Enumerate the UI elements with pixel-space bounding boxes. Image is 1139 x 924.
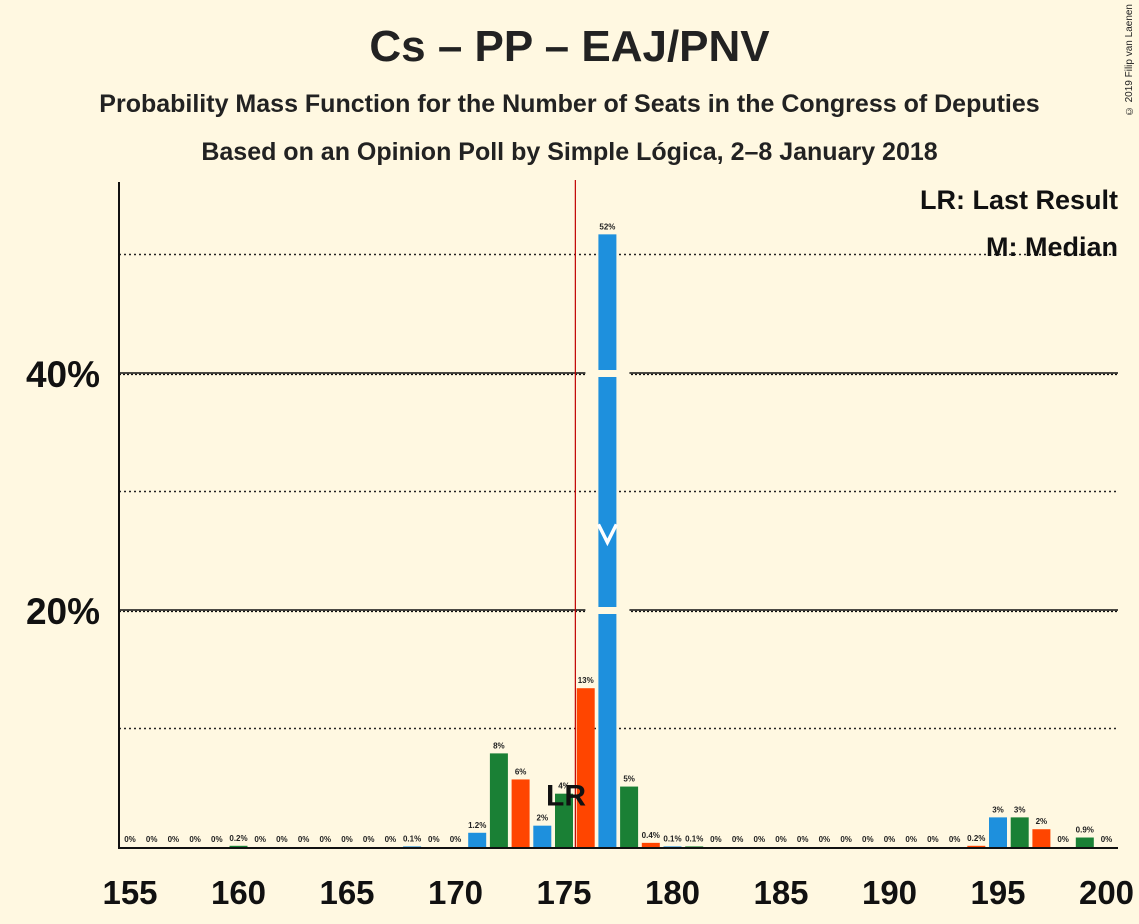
bar-label: 0% bbox=[341, 835, 353, 844]
bar bbox=[533, 825, 552, 847]
bar-label: 0% bbox=[189, 835, 201, 844]
bars bbox=[229, 234, 1094, 848]
bar-label: 0% bbox=[254, 835, 266, 844]
bar-label: 0.2% bbox=[967, 834, 985, 843]
bar-label: 0% bbox=[840, 835, 852, 844]
bar-label: 0% bbox=[146, 835, 158, 844]
bar-label: 0% bbox=[450, 835, 462, 844]
bar-label: 0% bbox=[363, 835, 375, 844]
bar-label: 0% bbox=[385, 835, 397, 844]
bar bbox=[555, 793, 573, 847]
x-tick-label: 195 bbox=[970, 874, 1025, 911]
legend-median: M: Median bbox=[986, 232, 1118, 262]
bar-label: 0% bbox=[1101, 835, 1113, 844]
x-tick-label: 170 bbox=[428, 874, 483, 911]
bar bbox=[511, 779, 530, 847]
bar-label: 4% bbox=[558, 782, 570, 791]
bar-label: 3% bbox=[992, 805, 1004, 814]
bar bbox=[641, 842, 660, 847]
bar-label: 0% bbox=[124, 835, 136, 844]
bar-label: 0% bbox=[905, 835, 917, 844]
bar bbox=[967, 845, 986, 847]
bar bbox=[229, 845, 248, 847]
bar-label: 3% bbox=[1014, 805, 1026, 814]
bar-label: 13% bbox=[578, 676, 594, 685]
bar-label: 0.1% bbox=[663, 834, 681, 843]
markers: LR bbox=[546, 180, 630, 847]
bar bbox=[685, 846, 704, 847]
bar bbox=[989, 817, 1007, 847]
bar-label: 0% bbox=[1057, 835, 1069, 844]
last-result-label: LR bbox=[546, 780, 586, 813]
bar-label: 5% bbox=[623, 775, 635, 784]
bar bbox=[663, 846, 682, 847]
bar bbox=[468, 832, 487, 847]
x-tick-label: 200 bbox=[1079, 874, 1134, 911]
legend-last-result: LR: Last Result bbox=[920, 185, 1118, 215]
x-tick-label: 160 bbox=[211, 874, 266, 911]
y-tick-label: 40% bbox=[26, 354, 100, 395]
bar-label: 52% bbox=[599, 222, 615, 231]
chart-source: Based on an Opinion Poll by Simple Lógic… bbox=[201, 138, 938, 166]
bar-label: 0% bbox=[710, 835, 722, 844]
bar-label: 6% bbox=[515, 767, 527, 776]
bar-label: 0% bbox=[927, 835, 939, 844]
median-marker bbox=[596, 523, 618, 547]
bar-label: 0% bbox=[797, 835, 809, 844]
bar-label: 0% bbox=[819, 835, 831, 844]
bar-label: 0% bbox=[775, 835, 787, 844]
bar-label: 0% bbox=[428, 835, 440, 844]
y-tick-label: 20% bbox=[26, 591, 100, 632]
bar bbox=[576, 688, 595, 847]
bar-label: 0% bbox=[298, 835, 310, 844]
bar-label: 0.1% bbox=[685, 834, 703, 843]
bar-label: 0% bbox=[320, 835, 332, 844]
bar-label: 2% bbox=[537, 814, 549, 823]
bar-label: 0.4% bbox=[642, 831, 660, 840]
axes: 20% 40% 155 160 165 170 175 180 185 190 195 200 bbox=[26, 182, 1134, 911]
bar bbox=[489, 753, 508, 847]
x-tick-label: 190 bbox=[862, 874, 917, 911]
bar bbox=[620, 786, 639, 847]
bar-label: 0% bbox=[276, 835, 288, 844]
bar bbox=[403, 846, 422, 847]
bar-label: 8% bbox=[493, 741, 505, 750]
gridline-gap bbox=[585, 370, 630, 377]
bar bbox=[1075, 837, 1094, 847]
bar-label: 0% bbox=[949, 835, 961, 844]
bar-labels: 0% 0% 0% 0% 0% 0.2% 0% 0% 0% 0% 0% 0% 0% 0.1% 0% 0% 1.2%… bbox=[124, 222, 1112, 844]
x-tick-label: 155 bbox=[102, 874, 157, 911]
bar bbox=[1032, 829, 1051, 847]
bar-label: 0% bbox=[211, 835, 223, 844]
bar-label: 0% bbox=[168, 835, 180, 844]
gridline-gap bbox=[585, 607, 630, 614]
bar-label: 0% bbox=[732, 835, 744, 844]
x-tick-label: 185 bbox=[753, 874, 808, 911]
bar-label: 0% bbox=[862, 835, 874, 844]
bar-label: 0% bbox=[884, 835, 896, 844]
bar bbox=[1010, 817, 1029, 847]
bar-label: 0.9% bbox=[1076, 826, 1094, 835]
x-tick-label: 165 bbox=[319, 874, 374, 911]
x-tick-label: 180 bbox=[645, 874, 700, 911]
gridlines bbox=[119, 253, 1118, 730]
bar-label: 0.1% bbox=[403, 834, 421, 843]
bar-label: 1.2% bbox=[468, 821, 486, 830]
chart-title: Cs – PP – EAJ/PNV bbox=[369, 22, 770, 71]
x-tick-label: 175 bbox=[536, 874, 591, 911]
bar-label: 0.2% bbox=[229, 834, 247, 843]
chart-subtitle: Probability Mass Function for the Number… bbox=[99, 90, 1040, 118]
bar-label: 0% bbox=[754, 835, 766, 844]
bar-label: 2% bbox=[1036, 817, 1048, 826]
